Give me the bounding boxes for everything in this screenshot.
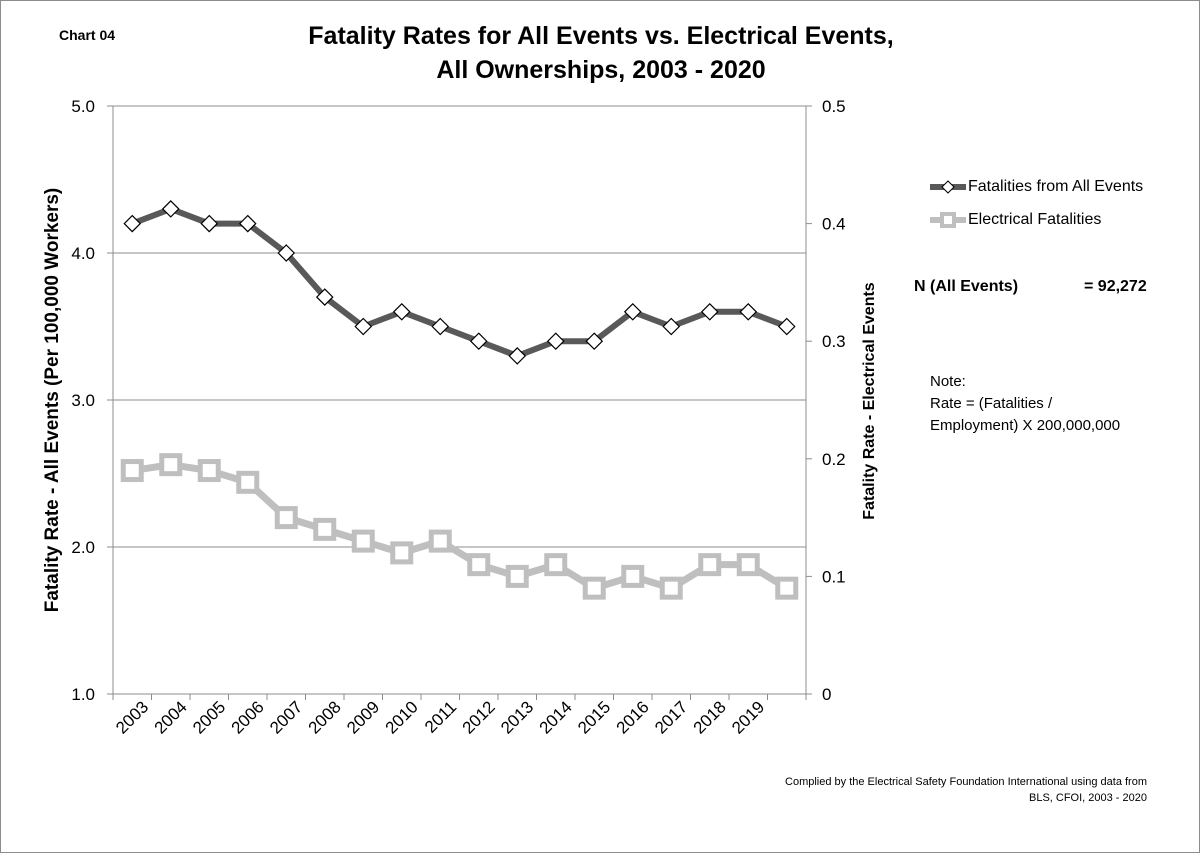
left-axis-tick-label: 1.0	[71, 685, 95, 704]
data-point-electrical	[197, 459, 221, 483]
right-axis-tick-label: 0.5	[822, 97, 846, 116]
x-axis-tick-label: 2009	[343, 697, 383, 737]
data-point-electrical	[351, 529, 375, 553]
x-axis-tick-label: 2014	[536, 697, 576, 737]
data-point-all-events	[739, 302, 758, 321]
x-axis-tick-label: 2011	[421, 697, 460, 736]
right-axis-tick-label: 0.1	[822, 567, 846, 586]
data-point-electrical	[775, 576, 799, 600]
x-axis-tick-label: 2004	[151, 697, 191, 737]
left-axis-title: Fatality Rate - All Events (Per 100,000 …	[42, 188, 63, 613]
diamond-marker-icon	[930, 180, 966, 194]
legend-label-all-events: Fatalities from All Events	[968, 178, 1144, 195]
data-point-all-events	[662, 317, 681, 336]
right-axis-tick-label: 0.2	[822, 450, 846, 469]
data-point-electrical	[505, 564, 529, 588]
data-point-all-events	[469, 332, 488, 351]
x-axis-tick-label: 2006	[228, 697, 268, 737]
chart-number-label: Chart 04	[59, 27, 116, 43]
n-all-events-value: = 92,272	[1084, 278, 1147, 295]
legend-label-electrical: Electrical Fatalities	[968, 211, 1102, 228]
left-axis-tick-label: 5.0	[71, 97, 95, 116]
data-point-electrical	[274, 506, 298, 530]
data-point-electrical	[582, 576, 606, 600]
x-axis-tick-label: 2007	[266, 697, 306, 737]
data-point-electrical	[467, 553, 491, 577]
data-point-all-events	[123, 214, 142, 233]
x-axis-tick-label: 2012	[459, 697, 499, 737]
data-point-electrical	[390, 541, 414, 565]
x-axis-tick-label: 2010	[382, 697, 422, 737]
data-point-all-events	[585, 332, 604, 351]
chart-title: Fatality Rates for All Events vs. Electr…	[261, 19, 941, 87]
data-point-electrical	[736, 553, 760, 577]
data-point-all-events	[161, 200, 180, 218]
x-axis-tick-label: 2015	[574, 697, 614, 737]
rate-note: Note: Rate = (Fatalities / Employment) X…	[930, 371, 1120, 437]
x-axis-tick-label: 2016	[613, 697, 653, 737]
data-point-all-events	[777, 317, 796, 336]
data-point-electrical	[236, 470, 260, 494]
data-point-electrical	[621, 564, 645, 588]
data-point-electrical	[544, 553, 568, 577]
data-point-electrical	[313, 517, 337, 541]
data-point-all-events	[238, 214, 257, 233]
data-point-electrical	[120, 459, 144, 483]
x-axis-tick-label: 2017	[651, 697, 691, 737]
data-point-electrical	[159, 453, 183, 477]
square-marker-icon	[930, 212, 966, 228]
data-point-all-events	[392, 302, 411, 321]
chart-title-line-1: Fatality Rates for All Events vs. Electr…	[308, 22, 894, 50]
x-axis-tick-label: 2018	[690, 697, 730, 737]
data-point-all-events	[508, 347, 527, 365]
credit-line-2: BLS, CFOI, 2003 - 2020	[1028, 792, 1147, 804]
data-point-all-events	[431, 317, 450, 336]
source-credit: Complied by the Electrical Safety Founda…	[785, 774, 1147, 806]
x-axis-tick-label: 2003	[112, 697, 152, 737]
data-point-electrical	[698, 553, 722, 577]
right-axis-title: Fatality Rate - Electrical Events	[861, 282, 878, 520]
data-point-all-events	[623, 302, 642, 321]
data-point-all-events	[277, 244, 296, 262]
right-axis-tick-label: 0.3	[822, 332, 846, 351]
x-axis-tick-label: 2005	[189, 697, 229, 737]
data-point-electrical	[428, 529, 452, 553]
data-point-electrical	[659, 576, 683, 600]
data-point-all-events	[200, 214, 219, 233]
note-line-3: Employment) X 200,000,000	[930, 417, 1121, 434]
chart-title-line-2: All Ownerships, 2003 - 2020	[436, 56, 766, 84]
credit-line-1: Complied by the Electrical Safety Founda…	[785, 776, 1147, 788]
left-axis-tick-label: 4.0	[71, 244, 95, 263]
data-point-all-events	[315, 288, 334, 306]
data-point-all-events	[700, 302, 719, 321]
left-axis-tick-label: 3.0	[71, 391, 95, 410]
series-line-all-events	[129, 205, 790, 359]
right-axis-tick-label: 0.4	[822, 215, 846, 234]
series-line-electrical	[128, 461, 791, 592]
note-line-2: Rate = (Fatalities /	[930, 395, 1053, 412]
data-point-all-events	[354, 317, 373, 336]
note-line-1: Note:	[930, 373, 966, 390]
n-all-events-label: N (All Events)	[914, 278, 1019, 295]
right-axis-tick-label: 0	[822, 685, 831, 704]
x-axis-tick-label: 2008	[305, 697, 345, 737]
x-axis-tick-label: 2013	[497, 697, 537, 737]
data-point-all-events	[546, 332, 565, 351]
x-axis-tick-label: 2019	[728, 697, 768, 737]
left-axis-tick-label: 2.0	[71, 538, 95, 557]
